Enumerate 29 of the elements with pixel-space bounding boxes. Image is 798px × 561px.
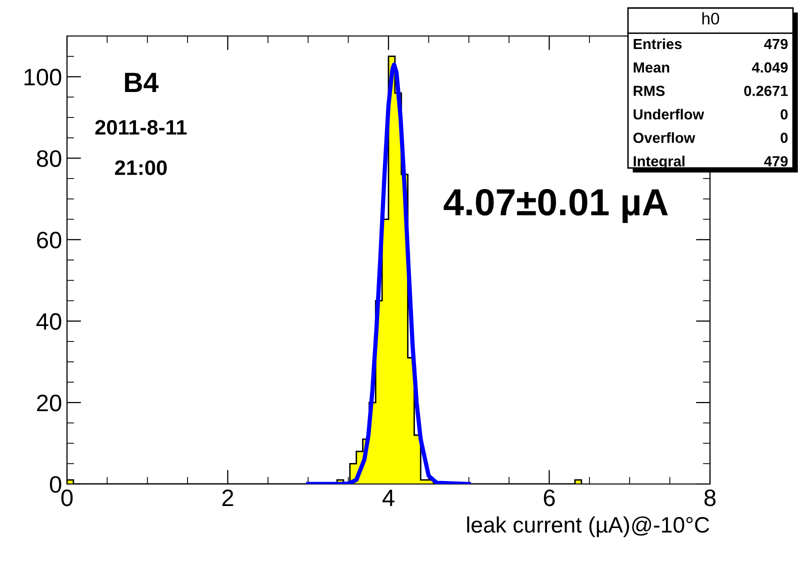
annotation: 21:00: [115, 160, 167, 176]
x-axis-title: leak current (µA)@-10°C: [467, 516, 710, 538]
text: 479: [764, 156, 788, 166]
annotation: RMS: [634, 86, 665, 96]
text: 479: [764, 38, 788, 50]
annotation: B4: [125, 72, 159, 92]
x-tick-label: 8: [704, 489, 716, 506]
annotation: 4.07±0.01 µA: [444, 189, 668, 223]
text: 4.049: [752, 62, 788, 73]
text: 0: [780, 132, 788, 143]
y-tick-label: 40: [36, 313, 62, 330]
x-tick-label: 0: [61, 489, 73, 506]
y-tick-label: 0: [50, 476, 62, 493]
y-tick-label: 20: [37, 394, 62, 412]
text: 0: [780, 109, 788, 120]
annotation: Overflow: [633, 132, 696, 143]
annotation: Entries: [634, 38, 682, 50]
y-tick-label: 60: [37, 232, 62, 248]
annotation: Underflow: [634, 108, 704, 120]
x-tick-label: 4: [382, 490, 394, 506]
x-tick-label: 6: [544, 489, 555, 506]
text: 0.2671: [744, 86, 788, 96]
y-tick-label: 80: [36, 150, 62, 167]
annotation: Integral: [634, 156, 684, 170]
x-tick-label: 2: [222, 489, 234, 506]
annotation: 2011-8-11: [95, 120, 187, 135]
y-tick-label: 100: [24, 68, 62, 86]
text: h0: [702, 12, 720, 25]
annotation: Mean: [634, 62, 670, 73]
